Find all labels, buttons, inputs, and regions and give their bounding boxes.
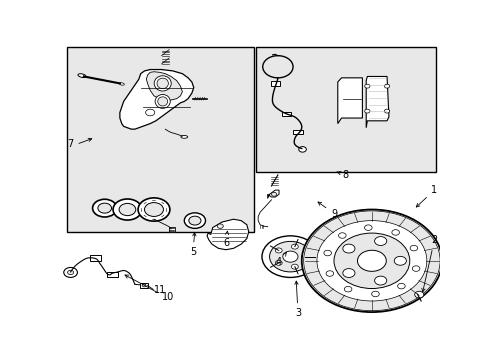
Circle shape	[67, 270, 74, 275]
Circle shape	[409, 245, 417, 251]
Circle shape	[145, 109, 154, 116]
Circle shape	[63, 267, 77, 278]
Circle shape	[275, 248, 282, 253]
Polygon shape	[267, 190, 279, 198]
Ellipse shape	[158, 97, 167, 106]
Text: 1: 1	[415, 185, 437, 207]
Circle shape	[323, 250, 331, 256]
Ellipse shape	[157, 78, 168, 89]
Circle shape	[262, 236, 318, 278]
Polygon shape	[206, 219, 248, 250]
Circle shape	[414, 291, 423, 298]
Circle shape	[98, 203, 111, 213]
Circle shape	[113, 199, 142, 220]
FancyBboxPatch shape	[270, 81, 279, 86]
FancyBboxPatch shape	[282, 112, 290, 116]
FancyBboxPatch shape	[90, 255, 101, 261]
Text: 10: 10	[161, 292, 173, 302]
Text: 3: 3	[294, 281, 301, 319]
FancyBboxPatch shape	[107, 272, 117, 278]
Circle shape	[301, 210, 441, 312]
FancyBboxPatch shape	[168, 227, 175, 232]
FancyBboxPatch shape	[140, 283, 148, 288]
Text: 6: 6	[223, 231, 228, 248]
Polygon shape	[337, 78, 362, 123]
Circle shape	[184, 213, 205, 228]
Ellipse shape	[181, 135, 187, 138]
Circle shape	[188, 216, 201, 225]
Circle shape	[364, 109, 369, 113]
Bar	[67, 48, 254, 232]
Circle shape	[374, 276, 386, 285]
Circle shape	[119, 203, 136, 216]
Circle shape	[282, 251, 297, 262]
Circle shape	[298, 147, 305, 152]
Circle shape	[344, 287, 351, 292]
Text: 7: 7	[67, 139, 74, 149]
Circle shape	[397, 283, 405, 289]
Ellipse shape	[154, 76, 171, 91]
Circle shape	[92, 199, 117, 217]
Circle shape	[271, 192, 276, 196]
Circle shape	[391, 230, 399, 235]
Polygon shape	[120, 69, 193, 129]
Circle shape	[275, 260, 282, 265]
Bar	[256, 48, 435, 172]
Circle shape	[316, 221, 426, 301]
Circle shape	[303, 211, 439, 311]
Ellipse shape	[78, 74, 86, 77]
Text: 5: 5	[189, 233, 196, 257]
Circle shape	[374, 237, 386, 246]
Text: 4: 4	[275, 252, 286, 267]
Circle shape	[411, 266, 419, 271]
Circle shape	[138, 198, 169, 221]
Circle shape	[325, 271, 333, 276]
Ellipse shape	[119, 83, 124, 85]
Text: 11: 11	[154, 285, 166, 296]
Circle shape	[291, 264, 298, 269]
Circle shape	[384, 109, 389, 113]
Circle shape	[142, 284, 146, 287]
Circle shape	[342, 244, 354, 253]
Text: 9: 9	[317, 202, 336, 219]
Ellipse shape	[155, 94, 170, 108]
Circle shape	[269, 242, 310, 272]
Polygon shape	[366, 76, 388, 128]
Text: 2: 2	[421, 235, 437, 292]
Circle shape	[342, 269, 354, 278]
FancyBboxPatch shape	[293, 130, 302, 134]
Circle shape	[144, 203, 163, 216]
Circle shape	[301, 254, 307, 259]
Circle shape	[371, 291, 379, 297]
Circle shape	[364, 225, 371, 230]
Circle shape	[357, 250, 386, 271]
Circle shape	[217, 224, 223, 228]
Circle shape	[291, 244, 298, 249]
Circle shape	[338, 233, 346, 238]
Text: 8: 8	[336, 170, 348, 180]
Circle shape	[333, 233, 409, 288]
Circle shape	[393, 256, 406, 265]
Polygon shape	[146, 72, 182, 100]
Circle shape	[364, 84, 369, 88]
Circle shape	[384, 84, 389, 88]
